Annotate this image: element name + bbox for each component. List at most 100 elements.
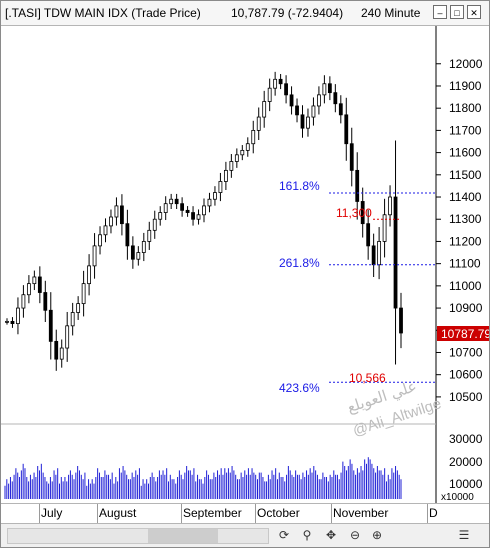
candle-body: [202, 205, 206, 216]
candle-body: [355, 169, 360, 202]
month-divider: [181, 504, 182, 524]
month-october: October: [257, 506, 300, 520]
candle-body: [32, 276, 37, 285]
price-tick-label: 10500: [449, 390, 483, 404]
candle-body: [218, 181, 223, 193]
scrollbar-thumb[interactable]: [148, 529, 218, 543]
price-axis[interactable]: 12000 11900 11800 11700 11600 11500 11400 11300…: [436, 57, 483, 404]
current-price-label: 10787.79: [441, 327, 489, 341]
candle-body: [76, 303, 81, 313]
candle-body: [338, 103, 343, 116]
fib-label-161: 161.8%: [279, 179, 320, 193]
candle-body: [16, 307, 20, 325]
candle-body: [37, 276, 42, 293]
candle-body: [284, 83, 288, 96]
candle-body: [349, 143, 354, 171]
candle-body: [92, 245, 97, 267]
zoom-out-icon[interactable]: ⊖: [349, 528, 361, 542]
candle-body: [141, 241, 146, 253]
price-tick-label: 10700: [449, 345, 483, 359]
month-divider: [427, 504, 428, 524]
price-tick-label: 11400: [449, 190, 482, 204]
candle-body: [393, 196, 398, 309]
candle-body: [196, 214, 201, 220]
candle-body: [278, 78, 283, 85]
price-tick-label: 11200: [449, 234, 482, 248]
candle-body: [81, 283, 86, 305]
candle-body: [289, 94, 294, 107]
candle-body: [207, 198, 212, 207]
current-price-tag: [437, 326, 489, 341]
month-july: July: [41, 506, 63, 520]
close-button[interactable]: ✕: [467, 5, 481, 19]
fib-label-261: 261.8%: [279, 256, 320, 270]
candle-body: [130, 245, 135, 260]
candle-body: [366, 223, 371, 247]
candle-body: [98, 234, 102, 247]
month-august: August: [99, 506, 137, 520]
price-tick-label: 12000: [449, 57, 483, 71]
candle-body: [377, 241, 382, 266]
candle-body: [70, 312, 75, 327]
price-tick-label: 11300: [449, 212, 482, 226]
price-tick-label: 11800: [449, 101, 482, 115]
candle-body: [147, 229, 152, 242]
candle-body: [180, 203, 185, 211]
chart-toolbar: ⟳ ⚲ ✥ ⊖ ⊕ ☰: [1, 523, 489, 547]
candle-body: [65, 325, 70, 349]
price-tick-label: 11600: [449, 146, 482, 160]
move-icon[interactable]: ✥: [325, 528, 337, 542]
candle-body: [234, 154, 239, 162]
minimize-button[interactable]: –: [433, 5, 447, 19]
price-annotation-11300: 11,300: [336, 206, 372, 220]
candle-body: [158, 212, 163, 220]
candle-body: [240, 149, 245, 156]
time-axis[interactable]: July August September October November D: [1, 503, 489, 524]
candle-body: [317, 94, 321, 107]
last-price: 10,787.79 (-72.9404): [231, 6, 344, 20]
refresh-icon[interactable]: ⟳: [278, 528, 290, 542]
candle-body: [152, 218, 157, 231]
candle-body: [223, 169, 228, 182]
volume-tick-label: 10000: [449, 477, 483, 491]
price-chart[interactable]: 12000 11900 11800 11700 11600 11500 11400 11300…: [1, 26, 489, 504]
candle-body: [245, 143, 250, 151]
candle-body: [229, 161, 234, 171]
candle-body: [185, 209, 190, 213]
month-divider: [39, 504, 40, 524]
fibonacci-lines: [329, 192, 436, 383]
price-tick-label: 11700: [449, 123, 482, 137]
zoom-in-icon[interactable]: ⊕: [371, 528, 383, 542]
fib-label-423: 423.6%: [279, 381, 320, 395]
candle-body: [136, 252, 141, 260]
volume-bars: [4, 457, 402, 499]
candle-body: [21, 294, 26, 309]
candle-body: [333, 92, 338, 105]
candle-body: [311, 105, 316, 118]
candle-body: [54, 340, 59, 360]
candle-body: [191, 212, 195, 220]
candle-body: [103, 225, 108, 236]
menu-icon[interactable]: ☰: [458, 528, 470, 542]
candle-body: [322, 83, 327, 96]
candle-body: [43, 292, 48, 311]
candle-body: [388, 196, 392, 216]
month-divider: [331, 504, 332, 524]
candle-body: [114, 205, 119, 218]
horizontal-scrollbar[interactable]: [7, 528, 269, 544]
price-tick-label: 10900: [449, 301, 483, 315]
month-divider: [97, 504, 98, 524]
volume-tick-label: 20000: [449, 455, 483, 469]
volume-tick-label: 30000: [449, 432, 483, 446]
candle-body: [371, 245, 376, 266]
candle-body: [273, 78, 278, 89]
zoom-icon[interactable]: ⚲: [302, 528, 312, 542]
price-tick-label: 11000: [449, 279, 482, 293]
candles: [5, 71, 403, 371]
month-divider: [255, 504, 256, 524]
candle-body: [267, 87, 272, 102]
maximize-button[interactable]: □: [450, 5, 464, 19]
price-annotation-10566: 10,566: [349, 371, 386, 385]
